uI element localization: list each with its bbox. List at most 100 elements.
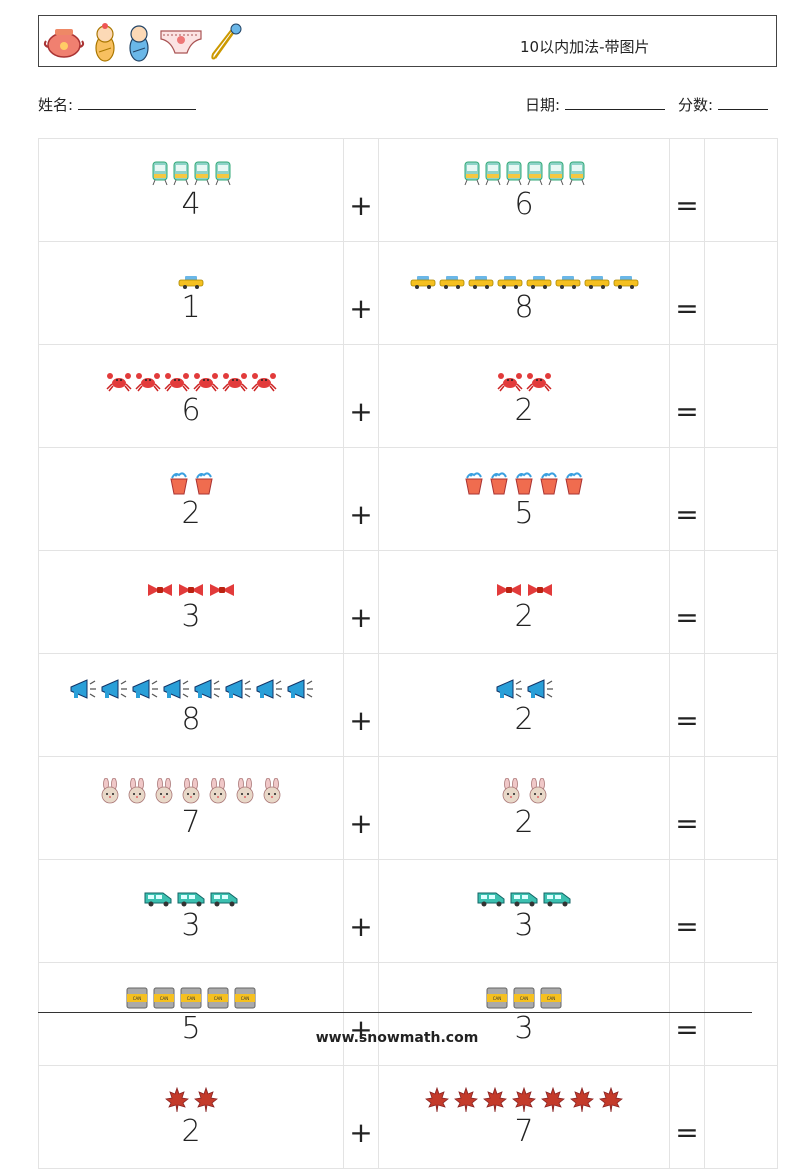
answer-cell[interactable] [704,550,778,654]
bucket-icon [168,469,190,499]
plus-sign: + [343,550,379,654]
crab-icon [134,370,161,396]
crab-icon [105,370,132,396]
svg-text:CAN: CAN [520,996,529,1001]
addend-a: 2 [181,496,201,531]
tram-icon [463,160,481,190]
equals-sign: = [669,138,705,242]
answer-cell[interactable] [704,344,778,448]
tram-icon [484,160,502,190]
megaphone-icon [526,677,554,705]
addend-b: 7 [514,1114,534,1149]
date-blank[interactable] [564,95,665,110]
crab-icon [192,370,219,396]
plus-sign: + [343,138,379,242]
equals-sign: = [669,241,705,345]
plus-sign: + [343,241,379,345]
problem-row: 6 +2 = [38,344,778,448]
addend-b: 2 [514,599,534,634]
megaphone-icon [224,677,252,705]
addend-a-cell: 2 [38,447,344,551]
answer-cell[interactable] [704,962,778,1066]
answer-cell[interactable] [704,241,778,345]
svg-text:CAN: CAN [241,996,250,1001]
van-icon [542,889,572,911]
addend-a-icons [39,881,343,911]
addend-a-icons [39,675,343,705]
addend-b-cell: 5 [378,447,670,551]
bunny-icon [98,777,122,808]
addend-a-cell: 1 [38,241,344,345]
bunny-icon [260,777,284,808]
addend-b-cell: 2 [378,653,670,757]
bucket-icon [488,469,510,499]
answer-cell[interactable] [704,756,778,860]
addend-a-icons [39,366,343,396]
answer-cell[interactable] [704,1065,778,1169]
answer-cell[interactable] [704,859,778,963]
svg-text:CAN: CAN [547,996,556,1001]
footer-divider [38,1012,752,1013]
maple-leaf-icon [193,1086,219,1117]
addend-b-icons [379,675,669,705]
bunny-icon [206,777,230,808]
equals-sign: = [669,756,705,860]
bunny-icon [179,777,203,808]
tram-icon [505,160,523,190]
tram-icon [214,160,232,190]
name-field[interactable]: 姓名: [38,94,196,115]
addend-a-icons [39,263,343,293]
diaper-icon [160,30,202,54]
tram-icon [547,160,565,190]
addend-a-cell: 2 [38,1065,344,1169]
addend-a-icons [39,777,343,808]
can-icon: CAN [512,986,536,1014]
svg-text:CAN: CAN [133,996,142,1001]
addend-a-cell: 3 [38,550,344,654]
score-field[interactable]: 分数: [678,94,768,115]
addend-b: 5 [514,496,534,531]
equals-sign: = [669,447,705,551]
addend-a-icons: CAN CAN CAN CAN CAN [39,984,343,1014]
taxi-icon [468,274,494,293]
problem-row: 1 +8 = [38,241,778,345]
problem-row: 2 +7 = [38,1065,778,1169]
van-icon [509,889,539,911]
worksheet-title: 10以内加法-带图片 [520,38,650,56]
svg-text:CAN: CAN [187,996,196,1001]
bunny-icon [125,777,149,808]
problem-row: 3 +2 = [38,550,778,654]
plus-sign: + [343,756,379,860]
megaphone-icon [495,677,523,705]
header-icons [43,20,243,64]
addend-b-cell: 3 [378,859,670,963]
problem-row: 4 +6 = [38,138,778,242]
bucket-icon [513,469,535,499]
answer-cell[interactable] [704,447,778,551]
answer-cell[interactable] [704,138,778,242]
problems-table: 4 +6 = 1 +8 = 6 +2 = 2 +5 = 3 +2 = 8 +2 = 7 +2 = 3 +3 = CAN CAN CA… [38,138,778,1169]
problem-row: 2 +5 = [38,447,778,551]
megaphone-icon [255,677,283,705]
date-field[interactable]: 日期: [525,94,665,115]
answer-cell[interactable] [704,653,778,757]
taxi-icon [526,274,552,293]
taxi-icon [497,274,523,293]
score-label: 分数: [678,96,714,114]
maple-leaf-icon [598,1086,624,1117]
score-blank[interactable] [717,95,768,110]
maple-leaf-icon [453,1086,479,1117]
van-icon [143,889,173,911]
bunny-icon [526,777,550,808]
addend-a-cell: 6 [38,344,344,448]
addend-a: 1 [181,290,201,325]
addend-b-icons [379,777,669,808]
taxi-icon [439,274,465,293]
bucket-icon [463,469,485,499]
name-blank[interactable] [77,95,196,110]
baby-bowl-icon [43,29,85,58]
plus-sign: + [343,344,379,448]
addend-b-cell: 2 [378,344,670,448]
megaphone-icon [162,677,190,705]
addend-b-cell: 7 [378,1065,670,1169]
